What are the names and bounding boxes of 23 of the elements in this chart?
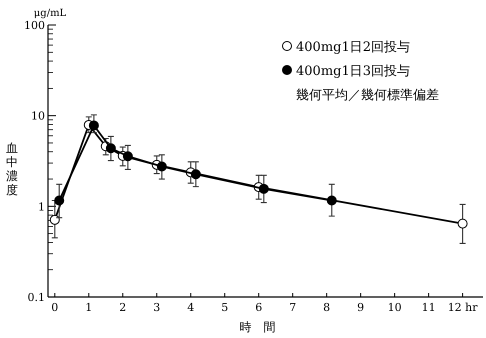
- x-tick-label: 3: [153, 301, 160, 314]
- ylabel: 血中濃度: [6, 141, 18, 197]
- x-tick-label: 7: [289, 301, 296, 314]
- x-tick-label: 1: [85, 301, 92, 314]
- x-tick-label: 11: [422, 301, 436, 314]
- x-tick-label: 2: [119, 301, 126, 314]
- x-tick-label: 12 hr: [448, 301, 478, 314]
- x-tick-label: 0: [51, 301, 58, 314]
- x-tick-label: 10: [388, 301, 402, 314]
- x-tick-label: 4: [187, 301, 194, 314]
- x-tick-label: 5: [221, 301, 228, 314]
- x-axis-title: 時 間: [240, 320, 276, 334]
- x-tick-label: 6: [255, 301, 262, 314]
- annotation: 幾何平均／幾何標準偏差: [296, 88, 439, 103]
- y-tick-label: 0.1: [28, 291, 45, 304]
- x-tick-label: 9: [357, 301, 364, 314]
- y-tick-label: 10: [31, 110, 45, 123]
- text: μg/mL: [34, 8, 67, 19]
- y-tick-label: 100: [24, 19, 45, 32]
- legend-label: 400mg1日2回投与: [296, 40, 410, 55]
- y-tick-label: 1: [38, 200, 45, 214]
- x-tick-label: 8: [323, 301, 330, 314]
- legend-label: 400mg1日3回投与: [296, 64, 410, 79]
